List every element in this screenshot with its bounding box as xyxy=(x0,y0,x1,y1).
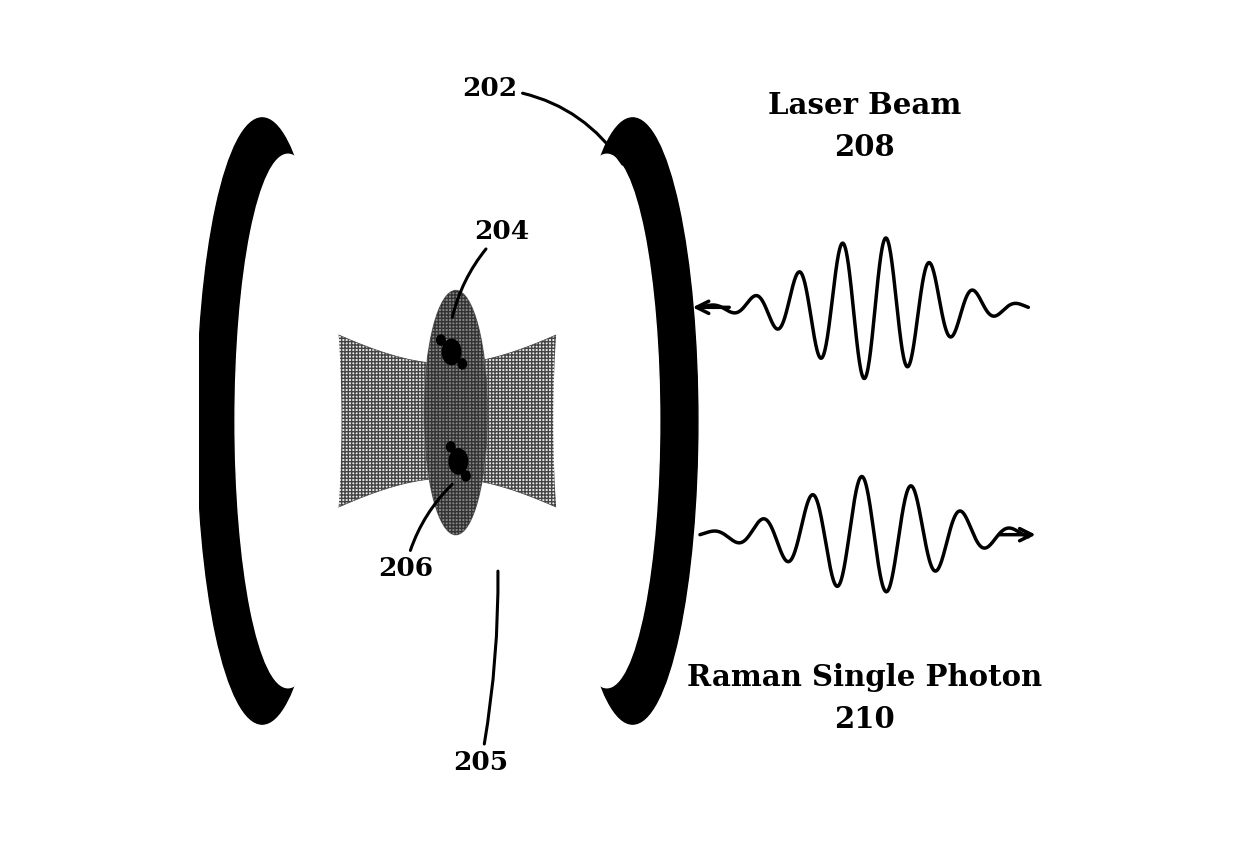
Ellipse shape xyxy=(458,359,466,369)
Text: 210: 210 xyxy=(833,706,894,734)
Text: 204: 204 xyxy=(453,219,529,317)
Ellipse shape xyxy=(568,118,698,724)
Text: 202: 202 xyxy=(463,76,622,164)
Ellipse shape xyxy=(443,339,461,365)
Text: Laser Beam: Laser Beam xyxy=(768,91,961,120)
Ellipse shape xyxy=(449,449,467,474)
Polygon shape xyxy=(296,315,599,527)
Ellipse shape xyxy=(446,442,455,452)
Ellipse shape xyxy=(461,471,470,481)
Ellipse shape xyxy=(424,290,487,535)
Text: 208: 208 xyxy=(833,133,894,162)
Ellipse shape xyxy=(197,118,327,724)
Ellipse shape xyxy=(436,335,445,345)
Ellipse shape xyxy=(554,154,660,688)
Ellipse shape xyxy=(236,154,341,688)
Text: 206: 206 xyxy=(378,484,453,581)
Text: Raman Single Photon: Raman Single Photon xyxy=(687,663,1042,692)
Text: 205: 205 xyxy=(454,571,508,775)
